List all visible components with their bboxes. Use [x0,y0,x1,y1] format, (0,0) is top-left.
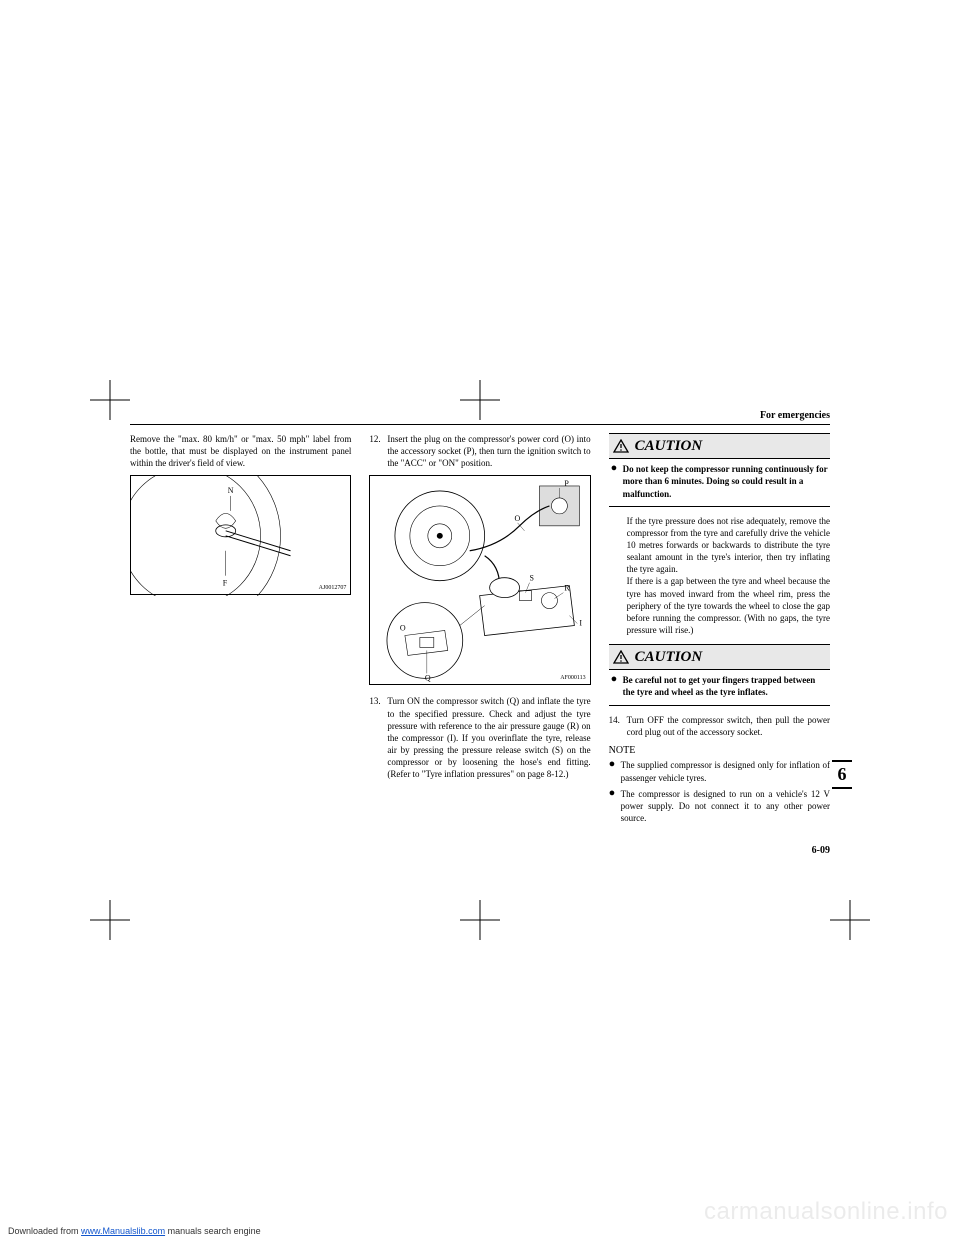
warning-icon [613,650,629,664]
label-n: N [228,486,234,495]
header-rule [130,424,830,425]
svg-text:R: R [565,584,571,593]
manualslib-link[interactable]: www.Manualslib.com [81,1226,165,1236]
note-item-2: ● The compressor is designed to run on a… [609,788,830,824]
column-2: 12. Insert the plug on the compressor's … [369,433,590,828]
bullet-icon: ● [611,674,623,698]
column-3: CAUTION ● Do not keep the compressor run… [609,433,830,828]
col1-intro: Remove the "max. 80 km/h" or "max. 50 mp… [130,433,351,469]
figure-compressor: P O S R I O Q AF000113 [369,475,590,685]
svg-text:P: P [565,479,570,488]
column-1: Remove the "max. 80 km/h" or "max. 50 mp… [130,433,351,828]
step-14: 14. Turn OFF the compressor switch, then… [609,714,830,738]
svg-text:I: I [580,619,583,628]
watermark: carmanualsonline.info [704,1198,948,1226]
chapter-tab: 6 [832,760,852,789]
download-footer: Downloaded from www.Manualslib.com manua… [8,1226,261,1236]
caution-box-2: CAUTION ● Be careful not to get your fin… [609,644,830,706]
warning-icon [613,439,629,453]
caution1-text: Do not keep the compressor running conti… [623,463,828,499]
bullet-icon: ● [609,788,621,824]
label-f: F [223,579,228,588]
manual-page: For emergencies Remove the "max. 80 km/h… [130,410,830,828]
section-header: For emergencies [130,410,830,424]
mid-paragraph: If the tyre pressure does not rise adequ… [609,515,830,636]
caution2-text: Be careful not to get your fingers trapp… [623,674,828,698]
figure-valve: N F AJ0012707 [130,475,351,595]
caution-box-1: CAUTION ● Do not keep the compressor run… [609,433,830,507]
svg-text:O: O [400,624,406,633]
bullet-icon: ● [609,759,621,783]
content-columns: Remove the "max. 80 km/h" or "max. 50 mp… [130,433,830,828]
bullet-icon: ● [611,463,623,499]
note-heading: NOTE [609,744,830,758]
step-12: 12. Insert the plug on the compressor's … [369,433,590,469]
figure-id-2: AF000113 [560,674,585,682]
caution-title-2: CAUTION [635,647,703,667]
figure-id-1: AJ0012707 [319,584,347,592]
page-number: 6-09 [812,845,830,856]
svg-text:O: O [515,514,521,523]
step-13: 13. Turn ON the compressor switch (Q) an… [369,695,590,780]
caution-title-1: CAUTION [635,436,703,456]
note-item-1: ● The supplied compressor is designed on… [609,759,830,783]
svg-text:Q: Q [425,674,431,683]
svg-text:S: S [530,574,534,583]
